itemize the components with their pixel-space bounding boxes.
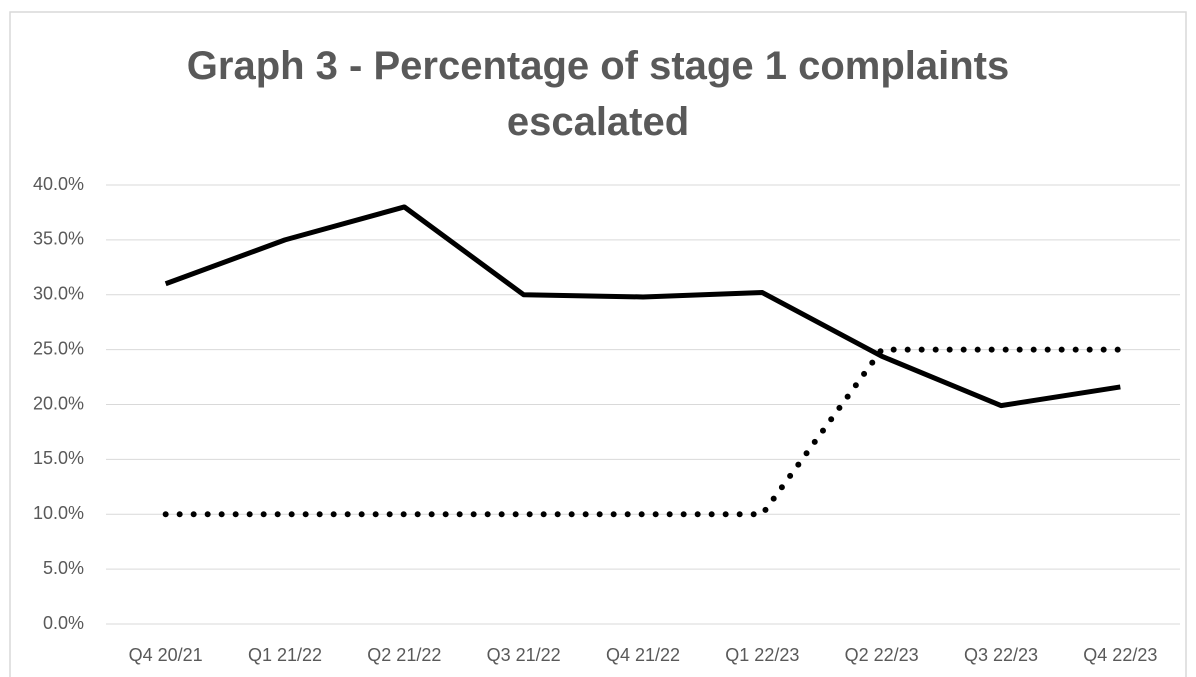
series-line	[164, 204, 1121, 409]
y-tick-label: 5.0%	[43, 558, 84, 578]
y-tick-label: 0.0%	[43, 613, 84, 633]
y-tick-label: 15.0%	[33, 448, 84, 468]
y-tick-label: 30.0%	[33, 284, 84, 304]
y-tick-label: 35.0%	[33, 229, 84, 249]
chart-title: Graph 3 - Percentage of stage 1 complain…	[186, 44, 1010, 144]
x-tick-label: Q4 21/22	[606, 645, 680, 665]
y-tick-label: 25.0%	[33, 338, 84, 358]
y-tick-label: 40.0%	[33, 174, 84, 194]
series-line	[162, 346, 1124, 518]
x-tick-label: Q4 22/23	[1083, 645, 1157, 665]
x-tick-label: Q3 21/22	[487, 645, 561, 665]
chart-border	[9, 11, 1187, 677]
y-tick-label: 10.0%	[33, 503, 84, 523]
x-tick-label: Q2 22/23	[845, 645, 919, 665]
x-tick-label: Q3 22/23	[964, 645, 1038, 665]
x-tick-label: Q1 21/22	[248, 645, 322, 665]
x-tick-label: Q4 20/21	[129, 645, 203, 665]
x-tick-label: Q2 21/22	[367, 645, 441, 665]
x-tick-label: Q1 22/23	[725, 645, 799, 665]
y-tick-label: 20.0%	[33, 393, 84, 413]
